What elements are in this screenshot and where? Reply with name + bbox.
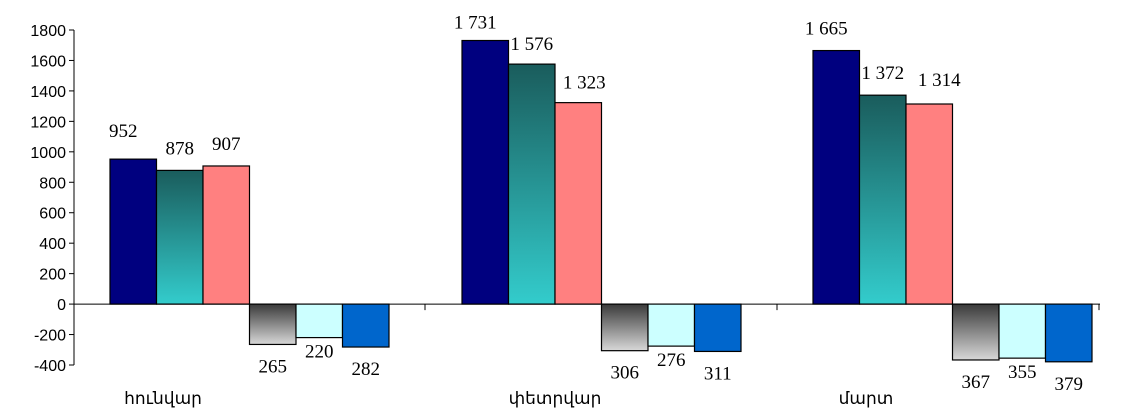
y-tick-label: 0 (57, 297, 66, 314)
data-label: 306 (611, 363, 640, 384)
bar (461, 39, 510, 305)
bar (998, 303, 1047, 359)
bar (693, 303, 742, 353)
data-label: 367 (962, 372, 991, 393)
y-tick-label: -200 (34, 328, 66, 345)
y-tick-label: 1800 (30, 23, 66, 40)
bar (295, 303, 344, 339)
y-tick-label: 1200 (30, 114, 66, 131)
bar (812, 49, 861, 305)
y-tick-label: 1000 (30, 145, 66, 162)
data-label: 1 372 (861, 63, 904, 84)
y-tick-label: 200 (39, 267, 66, 284)
bar (155, 169, 204, 305)
data-label: 1 314 (918, 70, 961, 91)
data-label: 952 (109, 121, 138, 142)
y-tick-label: -400 (34, 358, 66, 375)
data-label: 265 (259, 356, 288, 377)
data-label: 1 665 (805, 19, 848, 40)
data-label: 311 (704, 363, 732, 384)
category-label: փետրվար (509, 389, 602, 409)
bar (1044, 303, 1093, 363)
bar (951, 303, 1000, 361)
axes: 1800 1600 1400 1200 1000 800 600 400 200 0 -200 -40… (30, 23, 1100, 409)
data-label: 1 576 (510, 34, 553, 55)
bar (600, 303, 649, 352)
data-label: 220 (305, 342, 334, 363)
y-tick-label: 1600 (30, 53, 66, 70)
y-tick-label: 400 (39, 236, 66, 253)
bar (554, 102, 603, 305)
bars (109, 39, 1093, 363)
data-label: 907 (212, 134, 241, 155)
y-tick-label: 1400 (30, 84, 66, 101)
data-label: 276 (657, 350, 686, 371)
bar (858, 94, 907, 305)
y-tick-label: 800 (39, 175, 66, 192)
y-tick-label: 600 (39, 206, 66, 223)
category-label: հունվար (124, 389, 202, 409)
bar (905, 103, 954, 305)
data-label: 379 (1055, 374, 1084, 395)
bar (109, 158, 158, 305)
data-label: 282 (352, 359, 381, 380)
bar (647, 303, 696, 347)
data-label: 1 323 (563, 73, 606, 94)
data-label: 1 731 (454, 13, 497, 34)
bar (507, 63, 556, 305)
data-labels: 952 878 907 265 220 282 1 731 1 576 1 323 306 276 3… (109, 13, 1083, 395)
bar (341, 303, 390, 348)
bar (248, 303, 297, 346)
bar (202, 165, 251, 305)
data-label: 355 (1008, 362, 1037, 383)
data-label: 878 (166, 138, 195, 159)
category-label: մարտ (839, 389, 894, 409)
